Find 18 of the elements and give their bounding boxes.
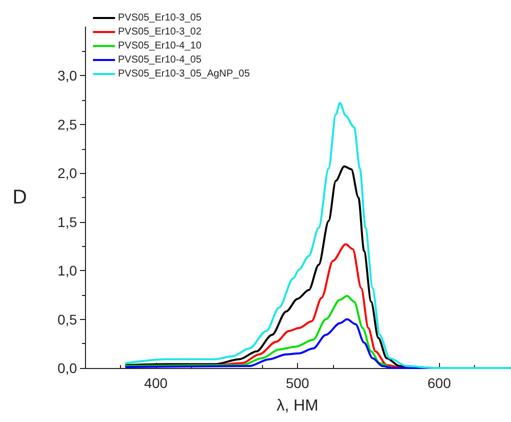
y-tick-label: 3,0 — [58, 68, 78, 84]
y-tick-label: 2,0 — [58, 165, 78, 182]
legend-label: PVS05_Er10-4_10 — [118, 40, 202, 52]
x-tick-label: 600 — [427, 375, 452, 391]
x-axis-title: λ, НМ — [276, 398, 318, 414]
legend-label: PVS05_Er10-4_05 — [118, 54, 202, 66]
x-tick-label: 500 — [286, 375, 310, 391]
y-tick-label: 0,5 — [58, 311, 78, 328]
y-axis-title: D — [12, 186, 27, 208]
y-tick-label: 0,0 — [58, 360, 78, 376]
legend-label: PVS05_Er10-3_05_AgNP_05 — [118, 68, 250, 80]
legend-label: PVS05_Er10-3_05 — [118, 12, 202, 24]
y-tick-label: 1,5 — [58, 214, 78, 230]
x-tick-label: 400 — [144, 375, 168, 391]
y-tick-label: 2,5 — [58, 116, 78, 132]
line-series — [125, 102, 511, 369]
y-tick-label: 1,0 — [58, 262, 78, 279]
legend-label: PVS05_Er10-3_02 — [118, 26, 202, 38]
